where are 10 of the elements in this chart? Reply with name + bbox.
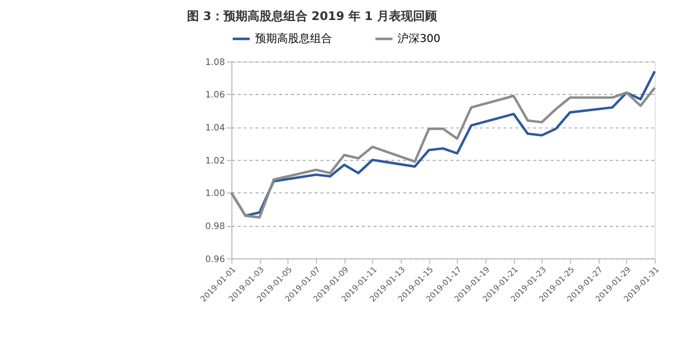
legend-label: 沪深300	[398, 32, 441, 45]
y-tick-label: 1.00	[205, 189, 226, 200]
y-tick-label: 0.96	[205, 254, 226, 265]
legend-label: 预期高股息组合	[254, 32, 332, 45]
chart-title: 图 3：预期高股息组合 2019 年 1 月表现回顾	[187, 9, 438, 24]
y-tick-label: 1.04	[205, 124, 226, 134]
y-tick-label: 0.98	[205, 222, 226, 232]
y-tick-label: 1.06	[205, 90, 226, 101]
y-tick-label: 1.02	[205, 156, 225, 166]
y-tick-label: 1.08	[205, 58, 226, 68]
